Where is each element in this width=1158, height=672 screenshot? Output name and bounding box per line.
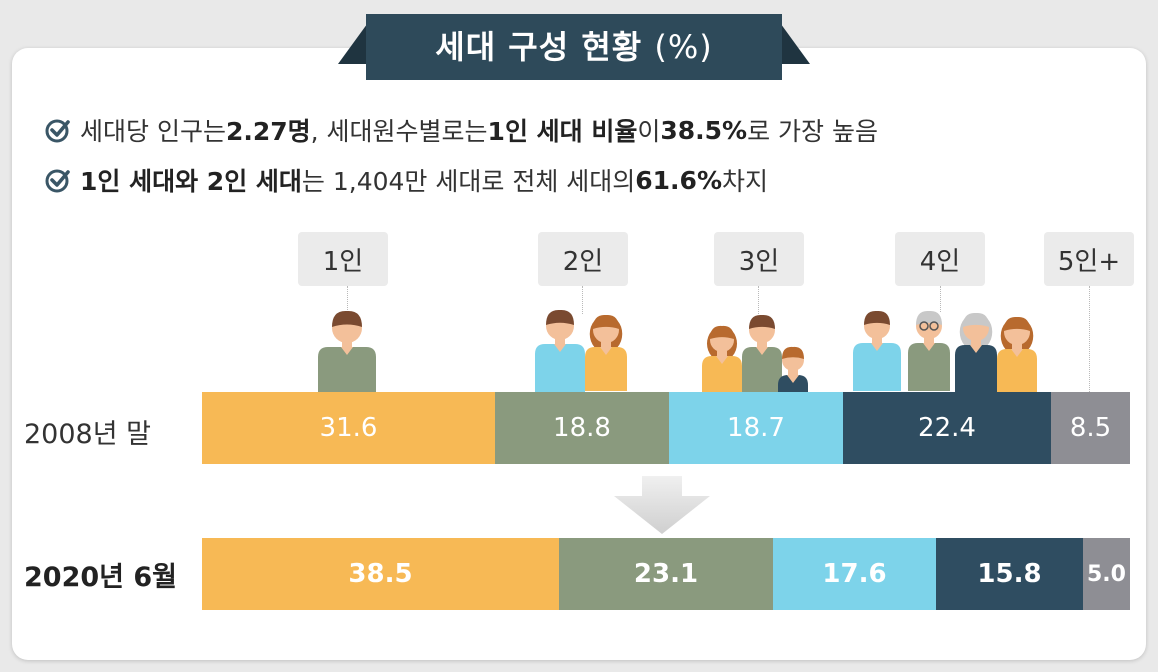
bullet-emphasis: 61.6% xyxy=(635,165,722,195)
category-label: 2인 xyxy=(538,232,628,286)
stem-4 xyxy=(940,286,941,312)
bar-segment: 23.1 xyxy=(559,538,773,610)
chart-title: 세대 구성 현황 (%) xyxy=(338,22,810,68)
bar-value-label: 31.6 xyxy=(319,413,378,443)
bar-value-label: 8.5 xyxy=(1069,413,1112,443)
title-banner: 세대 구성 현황 (%) xyxy=(338,8,810,86)
title-main: 세대 구성 현황 xyxy=(435,28,643,66)
person-child xyxy=(778,346,808,393)
banner-shape xyxy=(338,14,810,80)
bullet-text: 차지 xyxy=(722,167,769,196)
bar-value-label: 22.4 xyxy=(918,413,976,443)
check-circle-icon xyxy=(45,119,70,143)
bar-segment: 17.6 xyxy=(773,538,936,610)
bar-segment: 18.7 xyxy=(669,392,843,464)
bullet-emphasis: 1인 세대와 2인 세대 xyxy=(80,167,302,196)
bar-value-label: 18.7 xyxy=(727,413,785,443)
stem-5 xyxy=(1089,286,1090,392)
person-woman xyxy=(585,314,627,391)
bullet-text: 는 1,404만 세대로 전체 세대의 xyxy=(301,167,636,196)
bar-segment: 5.0 xyxy=(1083,538,1130,610)
bullet-text: 세대당 인구는 xyxy=(80,117,226,146)
bar-value-label: 23.1 xyxy=(633,559,699,589)
person-grandpa xyxy=(908,310,950,391)
bullet-text: , 세대원수별로는 xyxy=(310,117,488,146)
person-man xyxy=(535,309,585,392)
person-woman xyxy=(997,316,1037,393)
bar-value-label: 17.6 xyxy=(822,559,887,589)
person-man xyxy=(742,314,782,393)
person-grandma xyxy=(955,312,997,393)
bullet-emphasis: 38.5% xyxy=(660,115,748,145)
person-man xyxy=(853,310,901,391)
bar-segment: 38.5 xyxy=(202,538,559,610)
person-single xyxy=(318,310,376,395)
bar-value-label: 15.8 xyxy=(977,559,1042,589)
bullet-line-2: 1인 세대와 2인 세대 는 1,404만 세대로 전체 세대의 61.6% 차지 xyxy=(44,162,768,198)
bar-value-label: 38.5 xyxy=(348,559,413,589)
row-label-2008: 2008년 말 xyxy=(24,419,151,450)
bullet-text: 로 가장 높음 xyxy=(747,117,879,146)
stem-1 xyxy=(347,286,348,316)
bar-segment: 15.8 xyxy=(936,538,1083,610)
title-unit: (%) xyxy=(654,28,713,66)
category-label: 1인 xyxy=(298,232,388,286)
bullet-line-1: 세대당 인구는 2.27명, 세대원수별로는 1인 세대 비율 이 38.5% 로 … xyxy=(44,112,878,148)
bullet-text: 이 xyxy=(637,117,661,146)
category-label: 3인 xyxy=(714,232,804,286)
category-label: 4인 xyxy=(895,232,985,286)
bar-segment: 31.6 xyxy=(202,392,495,464)
bullet-emphasis: 1인 세대 비율 xyxy=(487,117,638,146)
stem-2 xyxy=(582,286,583,314)
stem-3 xyxy=(758,286,759,314)
category-label: 5인+ xyxy=(1044,232,1134,286)
bar-value-label: 18.8 xyxy=(553,413,611,443)
check-circle-icon xyxy=(45,169,70,193)
bar-segment: 8.5 xyxy=(1051,392,1130,464)
person-woman xyxy=(702,325,742,392)
bar-segment: 18.8 xyxy=(495,392,669,464)
bar-value-label: 5.0 xyxy=(1087,561,1126,587)
bar-segment: 22.4 xyxy=(843,392,1051,464)
bullet-emphasis: 2.27명 xyxy=(225,117,311,146)
row-label-2020: 2020년 6월 xyxy=(24,562,178,593)
arrow-down-icon xyxy=(614,476,710,534)
